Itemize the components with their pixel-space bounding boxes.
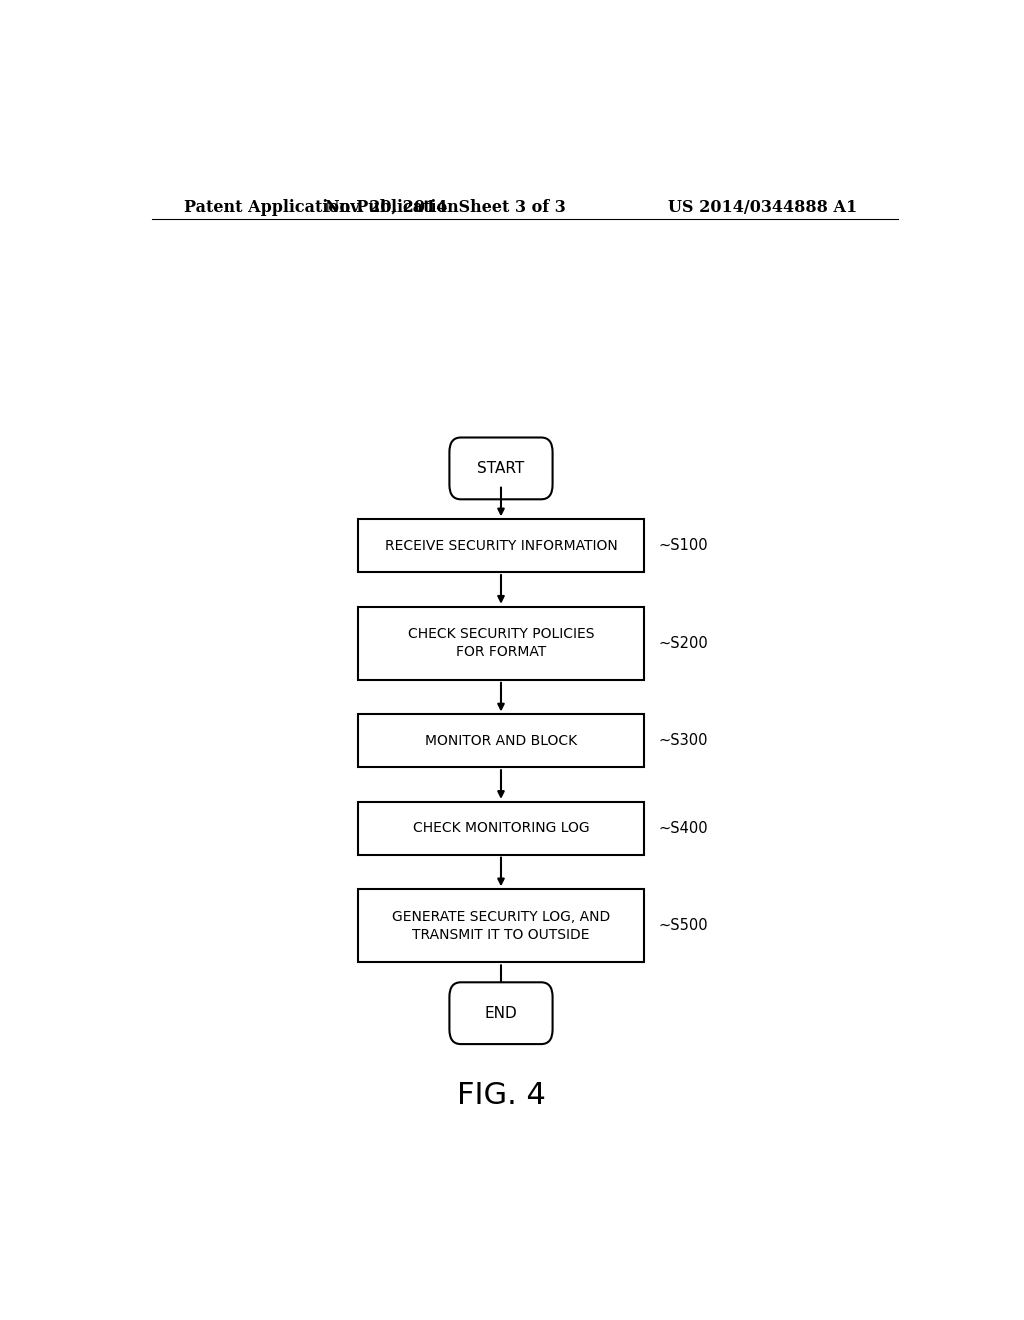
Text: CHECK SECURITY POLICIES
FOR FORMAT: CHECK SECURITY POLICIES FOR FORMAT [408, 627, 594, 660]
Text: CHECK MONITORING LOG: CHECK MONITORING LOG [413, 821, 589, 836]
Text: Patent Application Publication: Patent Application Publication [183, 199, 459, 215]
Text: ~S100: ~S100 [658, 539, 708, 553]
Text: US 2014/0344888 A1: US 2014/0344888 A1 [669, 199, 857, 215]
FancyBboxPatch shape [358, 801, 644, 854]
FancyBboxPatch shape [450, 437, 553, 499]
Text: START: START [477, 461, 524, 477]
Text: GENERATE SECURITY LOG, AND
TRANSMIT IT TO OUTSIDE: GENERATE SECURITY LOG, AND TRANSMIT IT T… [392, 909, 610, 942]
FancyBboxPatch shape [358, 714, 644, 767]
Text: ~S500: ~S500 [658, 919, 708, 933]
Text: ~S200: ~S200 [658, 636, 708, 651]
Text: RECEIVE SECURITY INFORMATION: RECEIVE SECURITY INFORMATION [385, 539, 617, 553]
FancyBboxPatch shape [358, 607, 644, 680]
FancyBboxPatch shape [450, 982, 553, 1044]
Text: FIG. 4: FIG. 4 [457, 1081, 546, 1110]
Text: MONITOR AND BLOCK: MONITOR AND BLOCK [425, 734, 578, 748]
Text: ~S300: ~S300 [658, 734, 708, 748]
Text: ~S400: ~S400 [658, 821, 708, 836]
Text: END: END [484, 1006, 517, 1020]
FancyBboxPatch shape [358, 890, 644, 962]
Text: Nov. 20, 2014  Sheet 3 of 3: Nov. 20, 2014 Sheet 3 of 3 [325, 199, 566, 215]
FancyBboxPatch shape [358, 519, 644, 572]
